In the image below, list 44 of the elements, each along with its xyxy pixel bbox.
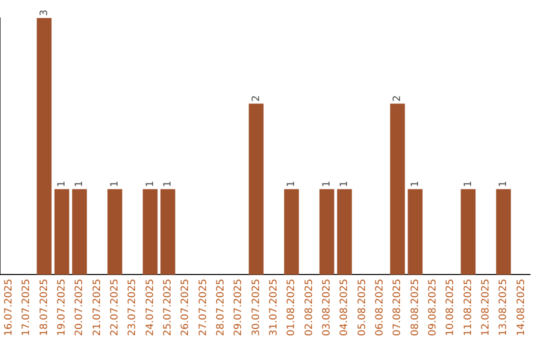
data-label: 1 (56, 180, 68, 188)
x-tick-label: 12.08.2025 (480, 278, 492, 336)
data-label: 1 (410, 180, 421, 188)
x-tick-label: 14.08.2025 (516, 278, 527, 336)
x-tick-label: 04.08.2025 (339, 278, 350, 336)
data-label: 1 (462, 180, 474, 188)
x-tick-label: 06.08.2025 (374, 278, 386, 336)
data-label: 1 (321, 180, 332, 188)
x-tick-label: 22.07.2025 (109, 278, 120, 336)
x-tick-label: 27.07.2025 (198, 278, 209, 336)
x-tick-label: 26.07.2025 (180, 278, 192, 336)
x-tick-label: 20.07.2025 (74, 278, 86, 336)
data-label: 1 (339, 180, 350, 188)
data-label: 1 (286, 180, 298, 188)
x-tick-label: 10.08.2025 (445, 278, 456, 336)
x-tick-label: 29.07.2025 (233, 278, 244, 336)
data-label: 1 (109, 180, 120, 188)
data-label: 1 (498, 180, 510, 188)
x-tick-label: 05.08.2025 (356, 278, 368, 336)
x-tick-label: 24.07.2025 (144, 278, 156, 336)
x-tick-label: 18.07.2025 (38, 278, 50, 336)
data-label: 1 (144, 180, 156, 188)
x-tick-label: 07.08.2025 (392, 278, 404, 336)
x-tick-label: 30.07.2025 (250, 278, 262, 336)
x-tick-label: 31.07.2025 (268, 278, 280, 336)
x-tick-label: 01.08.2025 (286, 278, 298, 336)
x-tick-label: 19.07.2025 (56, 278, 68, 336)
x-tick-label: 02.08.2025 (304, 278, 315, 336)
x-tick-label: 13.08.2025 (498, 278, 510, 336)
x-tick-label: 16.07.2025 (3, 278, 14, 336)
x-tick-label: 23.07.2025 (127, 278, 138, 336)
data-label: 2 (392, 95, 404, 102)
x-tick-label: 08.08.2025 (410, 278, 421, 336)
x-tick-label: 28.07.2025 (215, 278, 226, 336)
x-tick-label: 03.08.2025 (321, 278, 332, 336)
data-label: 1 (74, 180, 86, 188)
x-tick-label: 21.07.2025 (92, 278, 103, 336)
x-tick-label: 09.08.2025 (427, 278, 438, 336)
data-label: 3 (38, 10, 50, 16)
x-tick-label: 17.07.2025 (21, 278, 32, 336)
data-label: 1 (162, 180, 174, 188)
x-tick-label: 25.07.2025 (162, 278, 174, 336)
x-tick-label: 11.08.2025 (462, 278, 474, 336)
data-label: 2 (250, 95, 262, 102)
